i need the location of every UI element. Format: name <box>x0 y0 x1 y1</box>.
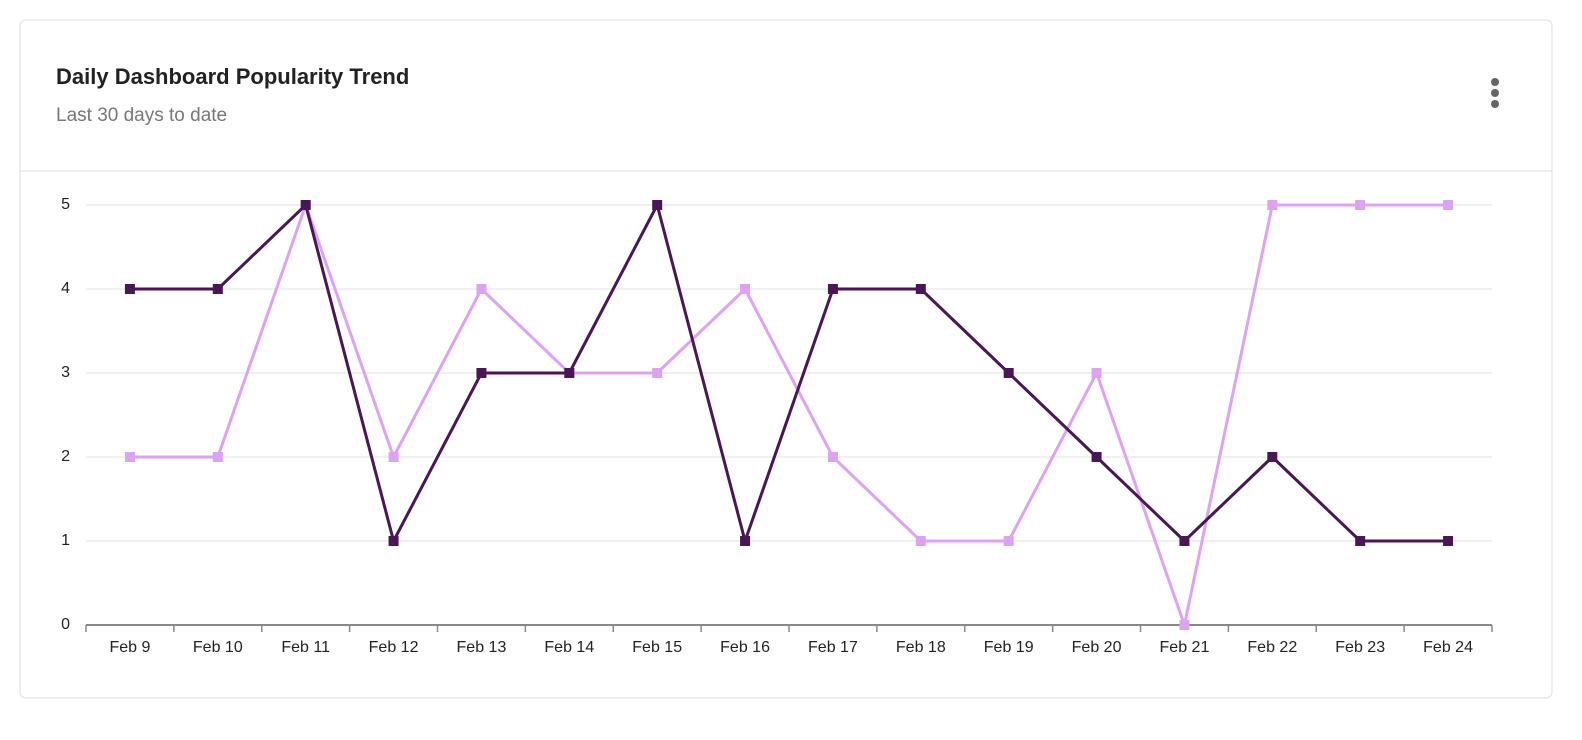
point <box>740 536 751 546</box>
point <box>915 536 926 546</box>
point <box>1003 368 1014 378</box>
point <box>1267 452 1278 462</box>
series-line <box>129 200 1449 631</box>
point <box>1179 620 1190 630</box>
point <box>1003 536 1014 546</box>
point <box>740 284 751 294</box>
x-tick-label: Feb 22 <box>1247 639 1297 656</box>
point <box>124 452 135 462</box>
x-tick-label: Feb 14 <box>544 639 594 656</box>
point <box>1355 200 1366 210</box>
point <box>564 368 575 378</box>
point <box>300 200 311 210</box>
x-tick-label: Feb 9 <box>109 639 150 656</box>
point <box>827 284 838 294</box>
y-tick-label: 1 <box>61 532 70 549</box>
point <box>476 368 487 378</box>
point <box>1091 368 1102 378</box>
point <box>1091 452 1102 462</box>
point <box>652 200 663 210</box>
x-tick-label: Feb 21 <box>1160 639 1210 656</box>
x-tick-label: Feb 24 <box>1423 639 1473 656</box>
y-tick-label: 2 <box>61 448 70 465</box>
point <box>1355 536 1366 546</box>
x-tick-label: Feb 20 <box>1072 639 1122 656</box>
series-line <box>129 200 1449 547</box>
x-tick-label: Feb 19 <box>984 639 1034 656</box>
x-tick-label: Feb 10 <box>193 639 243 656</box>
x-tick-label: Feb 23 <box>1335 639 1385 656</box>
point <box>1443 536 1454 546</box>
point <box>124 284 135 294</box>
x-tick-label: Feb 12 <box>369 639 419 656</box>
point <box>915 284 926 294</box>
x-tick-label: Feb 16 <box>720 639 770 656</box>
point <box>476 284 487 294</box>
menu-dot <box>1491 100 1499 108</box>
y-tick-label: 0 <box>61 616 70 633</box>
chart-subtitle: Last 30 days to date <box>56 105 227 126</box>
menu-dot <box>1491 89 1499 97</box>
x-tick-label: Feb 17 <box>808 639 858 656</box>
y-tick-label: 5 <box>61 196 70 213</box>
point <box>1267 200 1278 210</box>
point <box>827 452 838 462</box>
point <box>1179 536 1190 546</box>
point <box>388 536 399 546</box>
point <box>212 284 223 294</box>
y-tick-label: 4 <box>61 280 70 297</box>
point <box>212 452 223 462</box>
point <box>388 452 399 462</box>
point <box>1443 200 1454 210</box>
x-tick-label: Feb 11 <box>281 639 330 656</box>
menu-button[interactable] <box>1491 78 1499 108</box>
point <box>652 368 663 378</box>
card <box>19 19 1553 699</box>
x-tick-label: Feb 13 <box>457 639 507 656</box>
x-tick-label: Feb 15 <box>632 639 682 656</box>
menu-dot <box>1491 78 1499 86</box>
chart-title: Daily Dashboard Popularity Trend <box>56 64 409 89</box>
x-tick-label: Feb 18 <box>896 639 946 656</box>
y-tick-label: 3 <box>61 364 70 381</box>
